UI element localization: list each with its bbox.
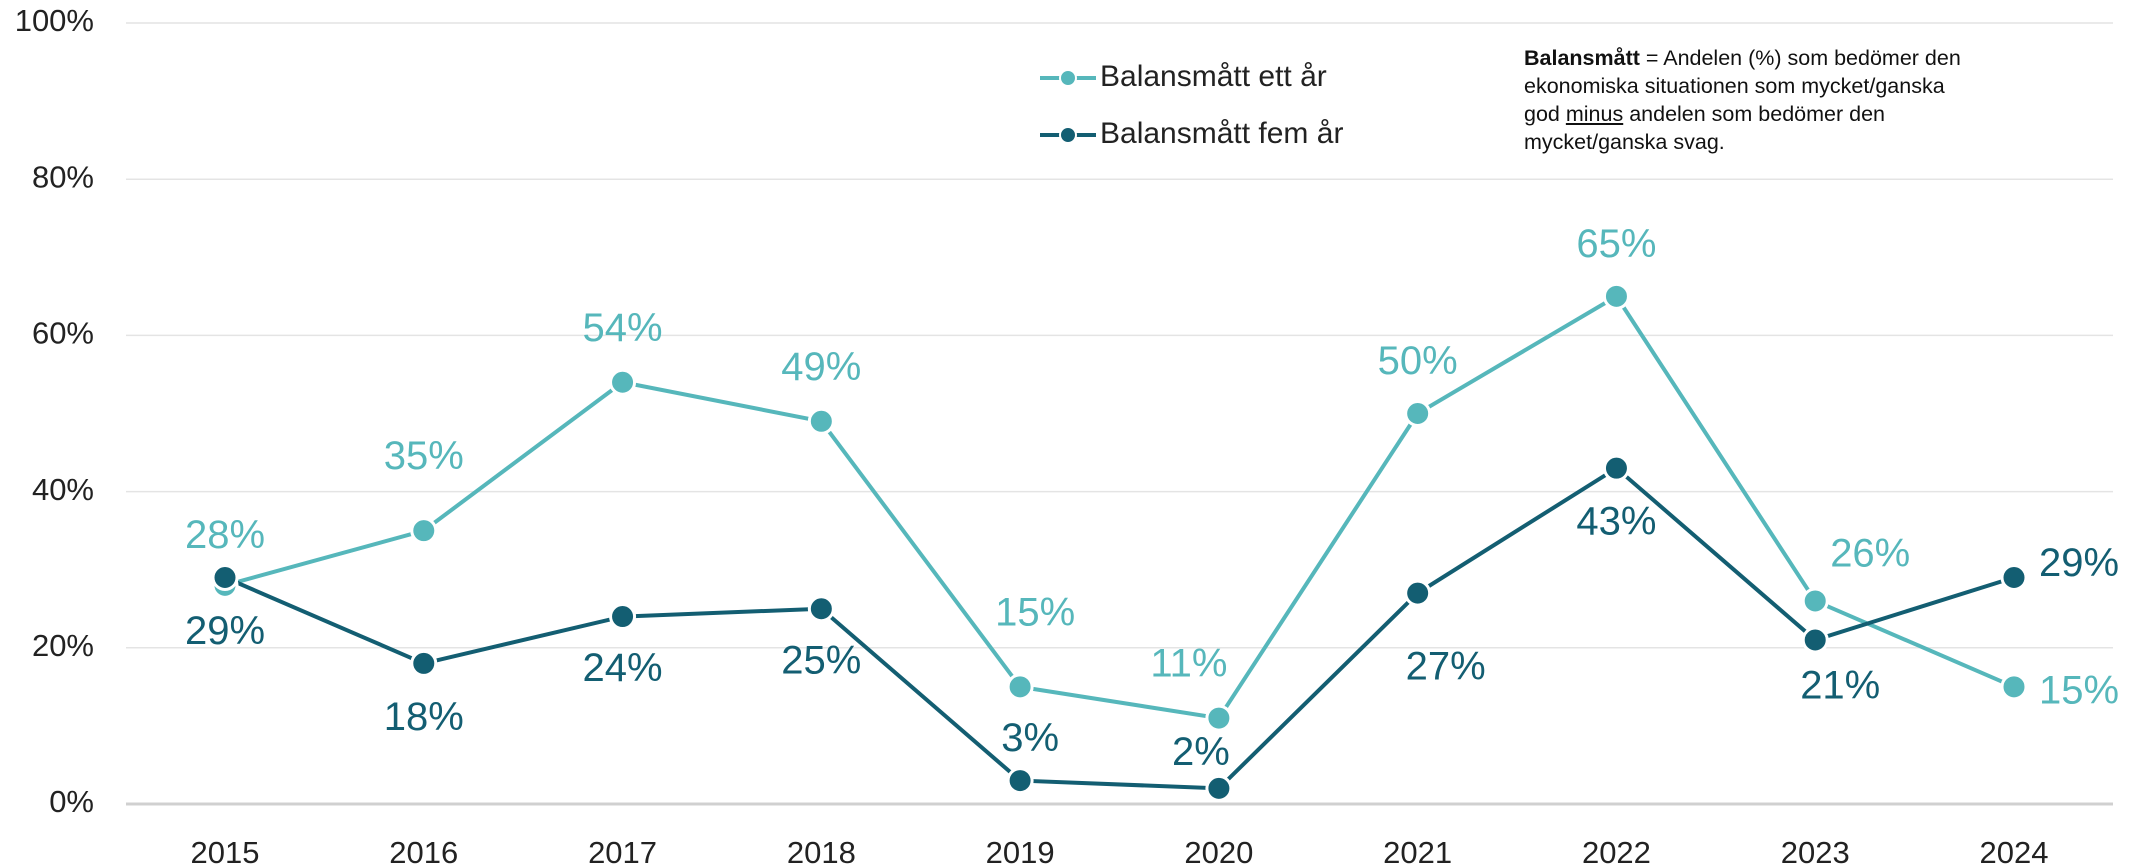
x-tick-label: 2019: [986, 835, 1055, 866]
data-label: 35%: [384, 434, 464, 478]
data-point: [1006, 767, 1034, 795]
data-label: 27%: [1406, 645, 1486, 689]
annotation-underline: minus: [1565, 102, 1624, 126]
data-label: 3%: [1001, 716, 1059, 760]
x-tick-label: 2021: [1383, 835, 1452, 866]
series-line: [224, 465, 2015, 791]
data-label: 21%: [1800, 664, 1880, 708]
x-tick-label: 2018: [787, 835, 856, 866]
data-label: 2%: [1172, 730, 1230, 774]
data-label: 15%: [995, 590, 1075, 634]
data-point: [410, 517, 438, 545]
y-tick-label: 0%: [49, 784, 94, 819]
annotation: Balansmått = Andelen (%) som bedömer den…: [1524, 44, 1974, 156]
legend-label: Balansmått fem år: [1100, 117, 1343, 150]
data-point: [1404, 400, 1432, 427]
x-tick-label: 2016: [389, 835, 458, 866]
data-label: 65%: [1576, 222, 1656, 266]
data-label: 25%: [781, 638, 861, 682]
y-tick-label: 100%: [15, 3, 94, 38]
annotation-text: = Andelen (%) som bedömer den ekonomiska…: [1524, 46, 1961, 126]
y-tick-label: 40%: [32, 472, 94, 507]
data-point: [1602, 454, 1630, 482]
x-tick-label: 2020: [1184, 835, 1253, 866]
data-point: [211, 564, 239, 592]
x-tick-label: 2017: [588, 835, 657, 866]
data-point: [807, 407, 835, 435]
data-point: [1006, 673, 1034, 701]
y-tick-label: 20%: [32, 628, 94, 663]
data-label: 43%: [1576, 500, 1656, 544]
data-point: [2000, 673, 2028, 701]
data-label: 11%: [1150, 642, 1227, 686]
data-label: 15%: [2039, 668, 2119, 712]
legend-label: Balansmått ett år: [1100, 60, 1327, 93]
data-label: 18%: [384, 695, 464, 739]
data-label: 29%: [185, 609, 265, 653]
x-tick-label: 2015: [191, 835, 260, 866]
data-label: 26%: [1830, 532, 1910, 576]
data-point: [1801, 587, 1829, 615]
data-point: [1205, 704, 1233, 732]
annotation-text: andelen som bedömer den mycket/ganska sv…: [1524, 102, 1885, 154]
data-point: [1801, 626, 1829, 654]
data-label: 50%: [1378, 339, 1458, 383]
x-tick-label: 2023: [1781, 835, 1850, 866]
legend-marker: [1059, 126, 1077, 144]
annotation-bold: Balansmått: [1524, 46, 1640, 70]
data-point: [1602, 282, 1630, 310]
data-point: [1205, 774, 1233, 802]
data-point: [1404, 579, 1432, 607]
data-label: 28%: [185, 513, 265, 557]
legend-marker: [1059, 69, 1077, 87]
data-point: [609, 603, 637, 631]
data-label: 49%: [781, 345, 861, 389]
x-tick-label: 2024: [1980, 835, 2049, 866]
data-point: [410, 649, 438, 677]
data-label: 24%: [583, 646, 663, 690]
data-label: 54%: [583, 306, 663, 350]
y-tick-label: 60%: [32, 316, 94, 351]
data-point: [2000, 564, 2028, 592]
data-point: [609, 368, 637, 396]
data-label: 29%: [2039, 541, 2119, 585]
data-point: [807, 595, 835, 623]
x-tick-label: 2022: [1582, 835, 1651, 866]
series-line: [224, 293, 2015, 721]
y-tick-label: 80%: [32, 159, 94, 194]
